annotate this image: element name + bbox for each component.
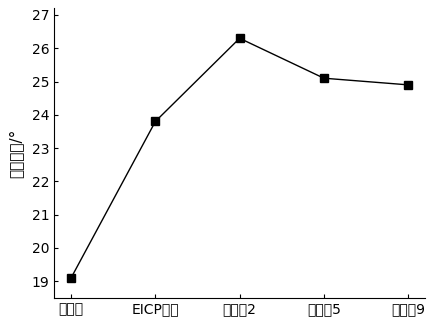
Y-axis label: 内摩擦角/°: 内摩擦角/° (8, 128, 23, 178)
